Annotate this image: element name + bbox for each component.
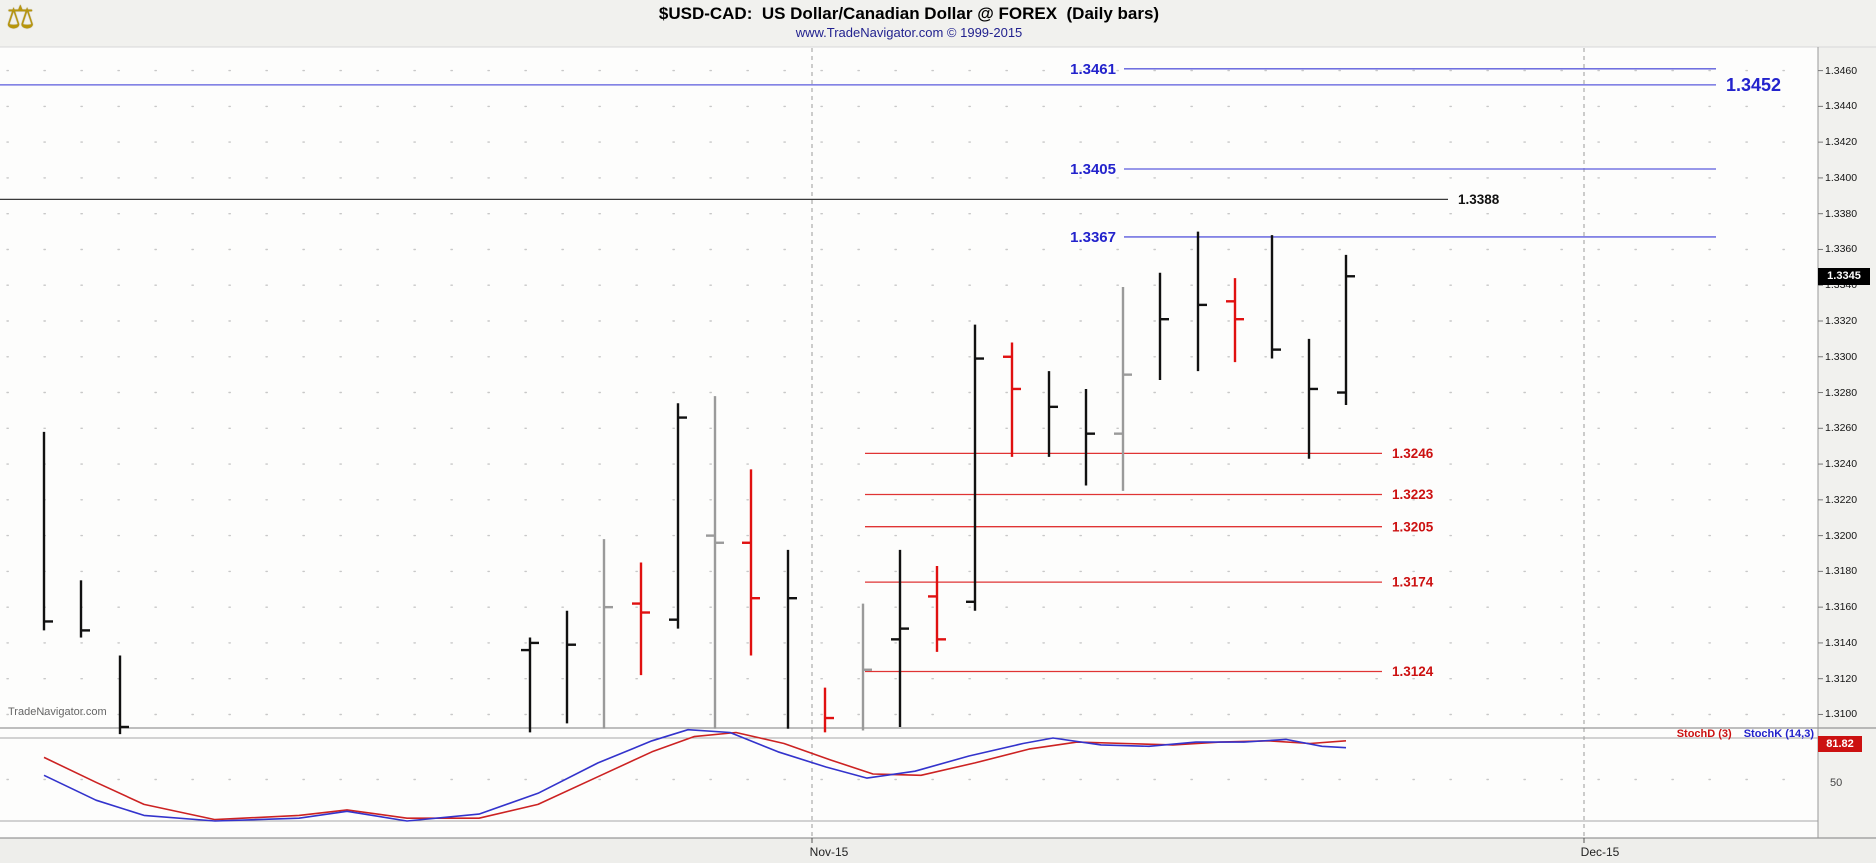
chart-header: $USD-CAD: US Dollar/Canadian Dollar @ FO… bbox=[0, 0, 1818, 47]
stoch-d-label: StochD (3) bbox=[1676, 728, 1732, 740]
y-axis-tick-label: 1.3120 bbox=[1825, 672, 1858, 685]
stoch-mid-level-label: 50 bbox=[1830, 777, 1843, 789]
stoch-line-blue bbox=[43, 728, 1347, 822]
ohlc-bar bbox=[1003, 342, 1021, 457]
price-level-label: 1.3246 bbox=[1392, 446, 1434, 461]
x-axis-label-nov15: Nov-15 bbox=[809, 845, 849, 859]
chart-title: $USD-CAD: US Dollar/Canadian Dollar @ FO… bbox=[658, 4, 1160, 23]
y-axis: 1.3460 1.3440 1.3420 1.3400 1.3380 1.3360 1.33… bbox=[1820, 47, 1876, 838]
y-axis-tick-label: 1.3380 bbox=[1825, 207, 1858, 220]
price-level-label: 1.3405 bbox=[1070, 161, 1116, 178]
ohlc-bar bbox=[669, 403, 687, 629]
ohlc-bar bbox=[706, 396, 724, 729]
y-axis-tick-label: 1.3320 bbox=[1825, 314, 1858, 327]
ohlc-bar bbox=[1307, 338, 1318, 459]
ohlc-bar bbox=[966, 324, 984, 611]
ohlc-bar bbox=[823, 687, 834, 733]
ohlc-bar bbox=[1114, 287, 1132, 491]
ohlc-bar bbox=[602, 539, 613, 729]
y-axis-tick-label: 1.3260 bbox=[1825, 422, 1858, 435]
grid-dots bbox=[6, 69, 1785, 781]
ohlc-bar bbox=[786, 549, 797, 729]
stoch-value-badge: 81.82 bbox=[1818, 736, 1862, 752]
ohlc-bar bbox=[1226, 278, 1244, 363]
ohlc-bar bbox=[565, 610, 576, 724]
y-axis-tick-label: 1.3460 bbox=[1825, 64, 1858, 77]
price-level-label: 1.3461 bbox=[1070, 61, 1116, 78]
price-level-label: 1.3388 bbox=[1458, 192, 1500, 207]
price-level-label: 1.3223 bbox=[1392, 487, 1434, 502]
ohlc-bar bbox=[928, 566, 946, 652]
ohlc-bar bbox=[632, 562, 650, 676]
ohlc-bar bbox=[42, 431, 53, 631]
ohlc-bar bbox=[1084, 388, 1095, 486]
plot-background bbox=[0, 47, 1818, 838]
x-axis-band bbox=[0, 838, 1876, 863]
y-axis-tick-label: 1.3420 bbox=[1825, 136, 1858, 149]
price-level-label: 1.3367 bbox=[1070, 229, 1116, 246]
stoch-k-label: StochK (14,3) bbox=[1743, 728, 1814, 740]
y-axis-tick-label: 1.3300 bbox=[1825, 350, 1858, 363]
ohlc-bar bbox=[1196, 231, 1207, 372]
ohlc-bar bbox=[1337, 254, 1355, 406]
ohlc-bar bbox=[79, 580, 90, 638]
last-price-badge: 1.3345 bbox=[1818, 267, 1870, 285]
price-level-label: 1.3124 bbox=[1392, 664, 1434, 679]
chart-subtitle: www.TradeNavigator.com © 1999-2015 bbox=[795, 25, 1023, 40]
y-axis-tick-label: 1.3160 bbox=[1825, 601, 1858, 614]
y-axis-tick-label: 1.3200 bbox=[1825, 529, 1858, 542]
y-axis-tick-label: 1.3100 bbox=[1825, 708, 1858, 721]
ohlc-bar bbox=[1047, 371, 1058, 457]
y-axis-tick-label: 1.3440 bbox=[1825, 100, 1858, 113]
y-axis-tick-label: 1.3240 bbox=[1825, 458, 1858, 471]
ohlc-bar bbox=[891, 549, 909, 727]
y-axis-tick-label: 1.3400 bbox=[1825, 171, 1858, 184]
price-level-label: 1.3205 bbox=[1392, 519, 1434, 534]
y-axis-tick-label: 1.3220 bbox=[1825, 493, 1858, 506]
y-axis-tick-label: 1.3180 bbox=[1825, 565, 1858, 578]
y-axis-tick-label: 1.3140 bbox=[1825, 636, 1858, 649]
x-axis-label-dec15: Dec-15 bbox=[1580, 845, 1620, 859]
price-level-label: 1.3452 bbox=[1726, 75, 1781, 95]
ohlc-bar bbox=[521, 637, 539, 733]
ohlc-bar bbox=[1270, 235, 1281, 359]
y-axis-tick-label: 1.3280 bbox=[1825, 386, 1858, 399]
scales-icon: ⚖ bbox=[6, 0, 35, 35]
y-axis-tick-label: 1.3360 bbox=[1825, 243, 1858, 256]
ohlc-bar bbox=[861, 603, 872, 731]
stoch-legend: StochD (3) StochK (14,3) bbox=[1677, 728, 1814, 740]
ohlc-bar bbox=[742, 469, 760, 656]
ohlc-bar bbox=[118, 655, 129, 735]
ohlc-bar bbox=[1158, 272, 1169, 381]
watermark: TradeNavigator.com bbox=[8, 706, 107, 718]
price-level-label: 1.3174 bbox=[1392, 575, 1434, 590]
